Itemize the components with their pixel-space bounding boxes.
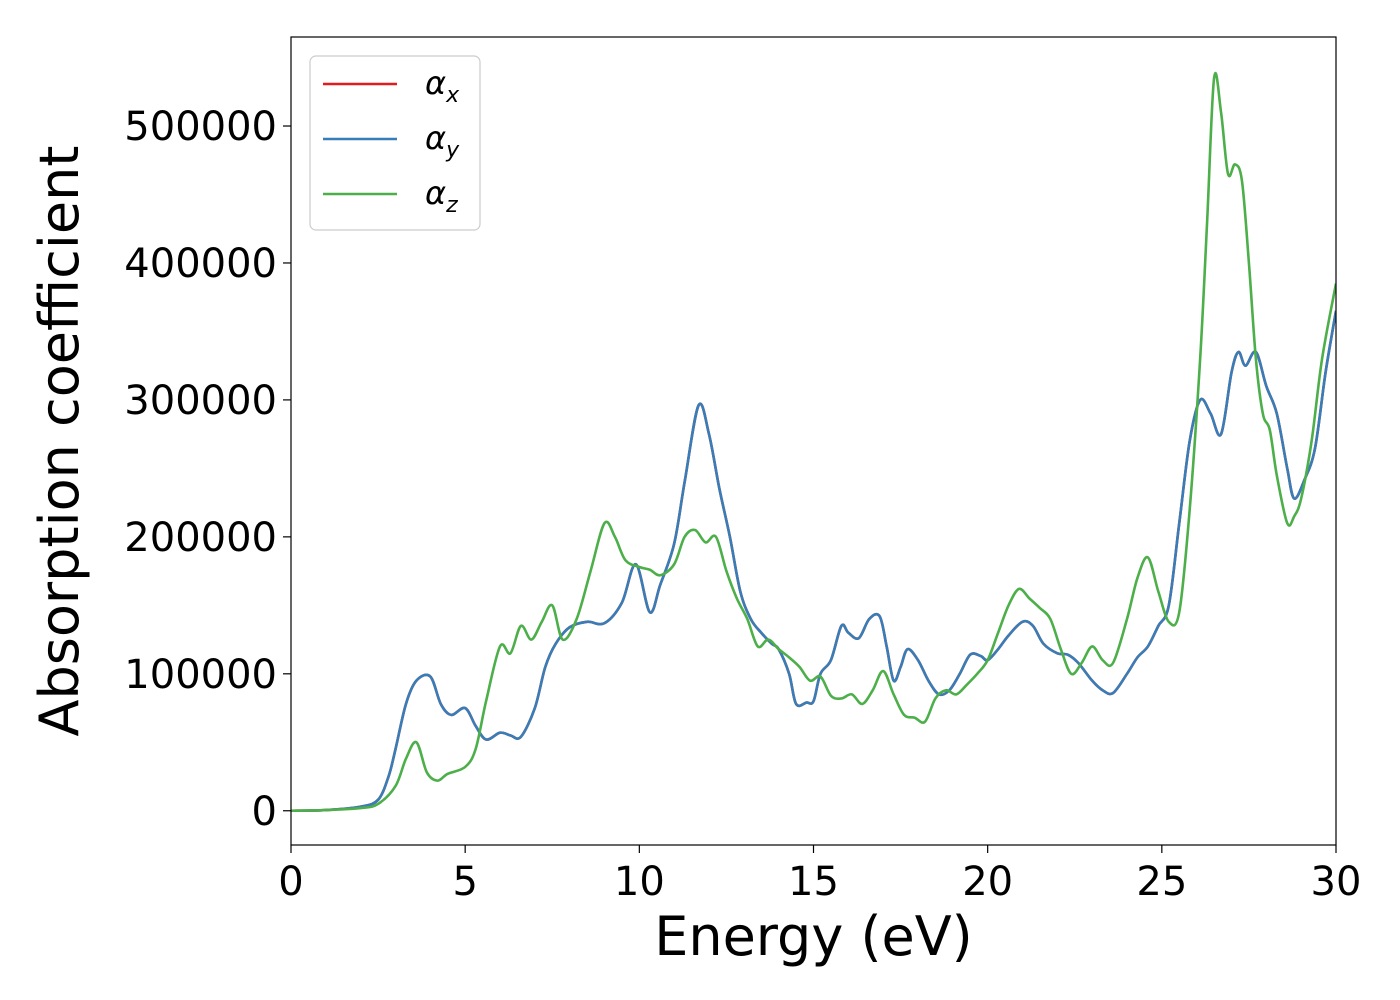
y-tick-label: 400000 <box>124 241 277 287</box>
x-tick-label: 15 <box>788 859 839 905</box>
x-tick-label: 20 <box>962 859 1013 905</box>
legend: αx αy αz <box>309 55 481 231</box>
series-line-x <box>291 310 1336 813</box>
y-tick-label: 200000 <box>124 515 277 561</box>
legend-label-x: αx <box>425 64 460 108</box>
y-axis-title: Absorption coefficient <box>28 146 91 737</box>
y-tick-label: 300000 <box>124 378 277 424</box>
x-tick-label: 5 <box>452 859 477 905</box>
x-axis-ticks: 0 5 10 15 20 25 30 <box>278 845 1361 905</box>
series-line-y <box>291 310 1336 813</box>
x-axis-title: Energy (eV) <box>654 905 973 968</box>
x-tick-label: 0 <box>278 859 303 905</box>
y-tick-label: 0 <box>252 789 277 835</box>
y-axis-ticks: 0 100000 200000 300000 400000 500000 <box>124 104 291 835</box>
series-layer <box>291 71 1336 813</box>
x-tick-label: 10 <box>614 859 665 905</box>
series-line-z <box>291 71 1336 813</box>
legend-box <box>309 55 481 231</box>
x-tick-label: 30 <box>1311 859 1362 905</box>
y-tick-label: 500000 <box>124 104 277 150</box>
x-tick-label: 25 <box>1136 859 1187 905</box>
y-tick-label: 100000 <box>124 652 277 698</box>
legend-label-z: αz <box>425 174 458 218</box>
legend-label-y: αy <box>425 119 460 163</box>
